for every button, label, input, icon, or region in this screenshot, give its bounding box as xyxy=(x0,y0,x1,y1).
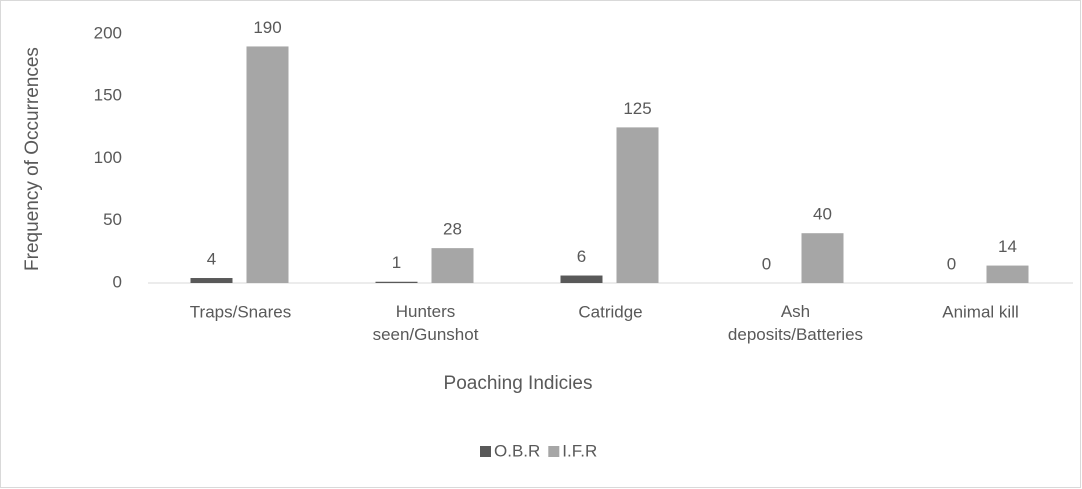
bar xyxy=(560,275,603,283)
data-label: 28 xyxy=(443,220,462,239)
bar xyxy=(801,233,844,283)
data-label: 4 xyxy=(207,250,216,269)
y-tick-label: 200 xyxy=(94,23,122,42)
x-tick-label: Traps/Snares xyxy=(190,302,291,321)
data-label: 190 xyxy=(253,18,281,37)
data-label: 0 xyxy=(947,254,956,273)
data-label: 40 xyxy=(813,205,832,224)
legend-swatch xyxy=(480,446,491,457)
y-tick-label: 50 xyxy=(103,210,122,229)
y-axis-title: Frequency of Occurrences xyxy=(22,47,43,271)
x-tick-label: Catridge xyxy=(578,302,642,321)
bar xyxy=(246,46,289,284)
bar xyxy=(986,265,1029,283)
y-tick-label: 150 xyxy=(94,86,122,105)
x-tick-label: Hunters seen/Gunshot xyxy=(373,302,479,344)
data-label: 6 xyxy=(577,247,586,266)
y-tick-label: 0 xyxy=(113,272,122,291)
bar xyxy=(616,127,659,283)
data-label: 125 xyxy=(623,99,651,118)
bar xyxy=(375,281,418,283)
legend-swatch xyxy=(548,446,560,457)
data-label: 14 xyxy=(998,237,1017,256)
x-axis-title: Poaching Indicies xyxy=(444,373,593,394)
x-tick-label: Animal kill xyxy=(942,302,1019,321)
data-label: 0 xyxy=(762,254,771,273)
legend-label: I.F.R xyxy=(562,441,597,460)
bar xyxy=(431,248,474,283)
legend-label: O.B.R xyxy=(494,441,540,460)
y-tick-label: 100 xyxy=(94,148,122,167)
data-label: 1 xyxy=(392,253,401,272)
bar xyxy=(190,278,233,283)
x-tick-label: Ash deposits/Batteries xyxy=(728,302,863,344)
